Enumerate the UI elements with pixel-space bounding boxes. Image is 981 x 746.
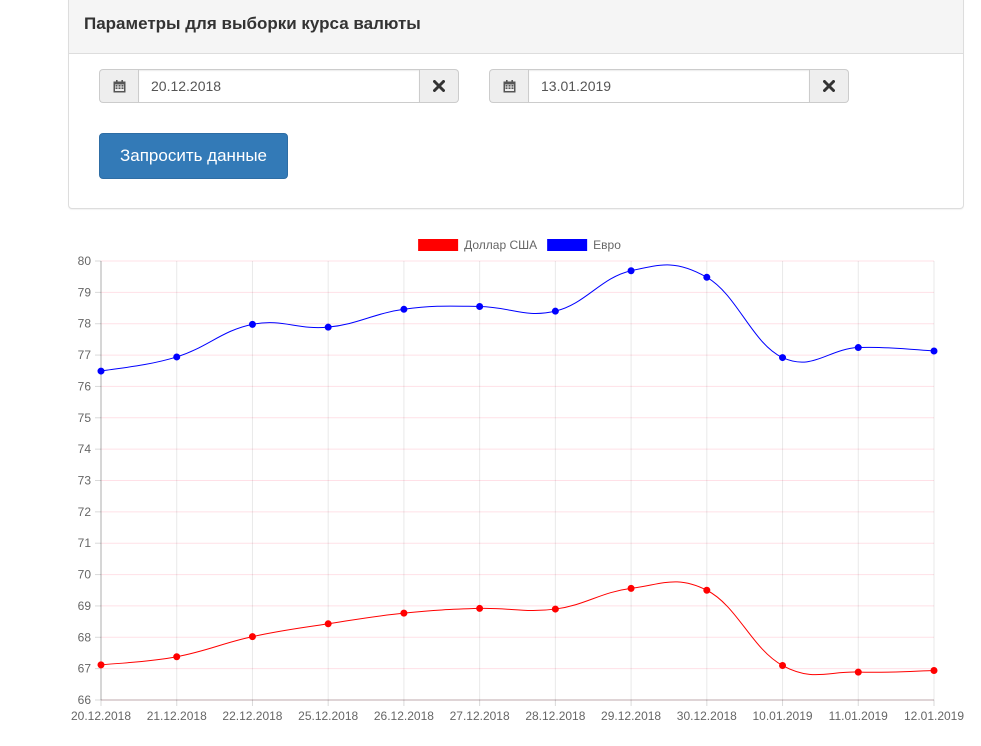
date-from-clear-button[interactable] [420, 69, 459, 103]
date-to-group [489, 69, 849, 103]
legend-label[interactable]: Евро [593, 238, 621, 252]
close-icon [823, 80, 835, 92]
data-point[interactable] [97, 661, 105, 669]
x-tick-label: 27.12.2018 [450, 709, 510, 723]
x-tick-label: 26.12.2018 [374, 709, 434, 723]
x-tick-label: 20.12.2018 [71, 709, 131, 723]
data-point[interactable] [703, 273, 711, 281]
date-to-clear-button[interactable] [810, 69, 849, 103]
series-line-1 [100, 264, 935, 372]
data-point[interactable] [173, 353, 181, 361]
date-to-input[interactable] [528, 69, 810, 103]
chart-legend: Доллар США Евро [418, 238, 621, 252]
data-point[interactable] [930, 667, 938, 675]
query-panel: Параметры для выборки курса валюты [68, 0, 964, 209]
date-from-group [99, 69, 459, 103]
data-point[interactable] [173, 653, 181, 661]
x-tick-label: 11.01.2019 [829, 709, 888, 723]
x-tick-label: 29.12.2018 [601, 709, 661, 723]
x-tick-label: 10.01.2019 [753, 709, 813, 723]
chart-grid [100, 260, 935, 701]
chart-series [97, 264, 938, 676]
data-point[interactable] [779, 662, 787, 670]
x-tick-label: 30.12.2018 [677, 709, 737, 723]
date-from-calendar-button[interactable] [99, 69, 138, 103]
data-point[interactable] [324, 323, 332, 331]
date-to-calendar-button[interactable] [489, 69, 528, 103]
y-tick-label: 66 [78, 693, 92, 707]
legend-swatch[interactable] [418, 239, 459, 251]
close-icon [433, 80, 445, 92]
y-tick-label: 68 [78, 630, 92, 644]
data-point[interactable] [627, 267, 635, 275]
data-point[interactable] [627, 584, 635, 592]
y-tick-label: 75 [78, 411, 92, 425]
series-line-0 [100, 581, 935, 676]
x-tick-label: 21.12.2018 [147, 709, 207, 723]
panel-heading: Параметры для выборки курса валюты [69, 0, 963, 54]
data-point[interactable] [854, 668, 862, 676]
x-tick-label: 12.01.2019 [904, 709, 964, 723]
data-point[interactable] [400, 305, 408, 313]
data-point[interactable] [854, 344, 862, 352]
x-tick-label: 28.12.2018 [525, 709, 585, 723]
y-tick-label: 69 [78, 599, 92, 613]
y-tick-label: 74 [78, 442, 92, 456]
data-point[interactable] [703, 586, 711, 594]
data-point[interactable] [930, 347, 938, 355]
y-tick-label: 76 [78, 379, 92, 393]
y-tick-label: 67 [78, 662, 92, 676]
data-point[interactable] [400, 609, 408, 617]
y-tick-label: 71 [78, 536, 92, 550]
y-tick-label: 80 [78, 254, 92, 268]
exchange-rate-chart: 66 67 68 69 70 71 72 73 74 75 76 77 78 79 80 20.12.2018… [71, 238, 964, 723]
data-point[interactable] [779, 354, 787, 362]
calendar-icon [113, 79, 125, 92]
panel-title: Параметры для выборки курса валюты [84, 14, 421, 33]
y-tick-label: 79 [78, 285, 92, 299]
y-tick-label: 72 [78, 505, 92, 519]
x-tick-label: 25.12.2018 [298, 709, 358, 723]
legend-swatch[interactable] [547, 239, 588, 251]
x-tick-label: 22.12.2018 [222, 709, 282, 723]
date-from-input[interactable] [138, 69, 420, 103]
data-point[interactable] [551, 605, 559, 613]
data-point[interactable] [248, 320, 256, 328]
legend-label[interactable]: Доллар США [464, 238, 537, 252]
data-point[interactable] [324, 620, 332, 628]
data-point[interactable] [476, 302, 484, 310]
y-tick-label: 73 [78, 474, 92, 488]
data-point[interactable] [248, 633, 256, 641]
calendar-icon [503, 79, 515, 92]
y-tick-label: 78 [78, 317, 92, 331]
data-point[interactable] [551, 307, 559, 315]
request-data-button[interactable]: Запросить данные [99, 133, 288, 179]
data-point[interactable] [476, 604, 484, 612]
chart-axes: 66 67 68 69 70 71 72 73 74 75 76 77 78 79 80 20.12.2018… [71, 254, 964, 723]
y-tick-label: 70 [78, 568, 92, 582]
y-tick-label: 77 [78, 348, 92, 362]
data-point[interactable] [97, 367, 105, 375]
